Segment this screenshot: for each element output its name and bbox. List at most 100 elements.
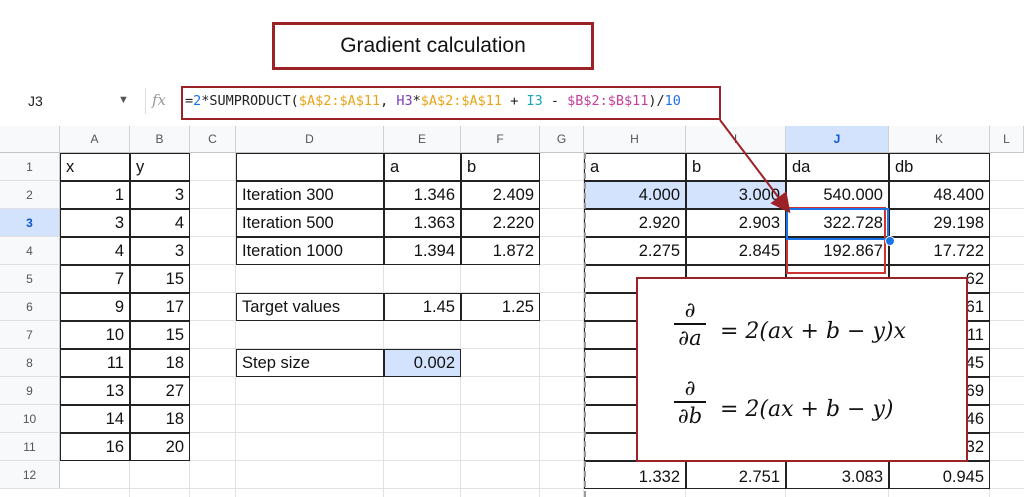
grad-cell-partial[interactable]: 45 bbox=[965, 353, 984, 372]
row-header-8[interactable]: 8 bbox=[0, 349, 60, 377]
x-value[interactable]: 7 bbox=[60, 265, 130, 293]
column-header-h[interactable]: H bbox=[584, 126, 686, 153]
row-header-5[interactable]: 5 bbox=[0, 265, 60, 293]
iteration-label[interactable]: Iteration 1000 bbox=[236, 237, 384, 265]
row-header-4[interactable]: 4 bbox=[0, 237, 60, 265]
formula-bar[interactable]: =2*SUMPRODUCT($A$2:$A$11, H3*$A$2:$A$11 … bbox=[181, 86, 721, 120]
x-value[interactable]: 4 bbox=[60, 237, 130, 265]
x-value[interactable]: 11 bbox=[60, 349, 130, 377]
grad-cell-partial[interactable]: 46 bbox=[965, 409, 984, 428]
grid-line bbox=[60, 208, 1024, 209]
step-size-value[interactable]: 0.002 bbox=[384, 349, 461, 377]
y-value[interactable]: 18 bbox=[130, 349, 190, 377]
target-label[interactable]: Target values bbox=[236, 293, 384, 321]
active-cell-selection[interactable] bbox=[786, 208, 889, 240]
row-header-11[interactable]: 11 bbox=[0, 433, 60, 461]
y-value[interactable]: 20 bbox=[130, 433, 190, 461]
iteration-b[interactable]: 1.872 bbox=[461, 237, 540, 265]
row-header-1[interactable]: 1 bbox=[0, 153, 60, 181]
title-text: Gradient calculation bbox=[340, 34, 526, 57]
grad-cell[interactable]: 2.903 bbox=[686, 209, 786, 237]
name-box[interactable]: J3 ▼ bbox=[28, 90, 138, 112]
y-value[interactable]: 27 bbox=[130, 377, 190, 405]
grid-line bbox=[60, 292, 1024, 293]
row-header-3[interactable]: 3 bbox=[0, 209, 60, 237]
x-value[interactable]: 10 bbox=[60, 321, 130, 349]
grad-cell[interactable]: 48.400 bbox=[889, 181, 990, 209]
y-value[interactable]: 15 bbox=[130, 265, 190, 293]
grad-cell-partial[interactable]: 61 bbox=[965, 297, 984, 316]
grad-cell[interactable]: 29.198 bbox=[889, 209, 990, 237]
chevron-down-icon[interactable]: ▼ bbox=[118, 94, 129, 106]
target-a[interactable]: 1.45 bbox=[384, 293, 461, 321]
grid-line bbox=[60, 404, 1024, 405]
grid-line bbox=[583, 153, 584, 497]
iterations-header-b[interactable]: b bbox=[461, 153, 540, 181]
grid-line bbox=[383, 153, 384, 497]
partial-a-denominator: ∂a bbox=[678, 325, 702, 350]
column-header-c[interactable]: C bbox=[190, 126, 236, 153]
grad-cell-partial[interactable]: 32 bbox=[965, 437, 984, 456]
column-header-l[interactable]: L bbox=[990, 126, 1024, 153]
row-header-10[interactable]: 10 bbox=[0, 405, 60, 433]
step-size-label[interactable]: Step size bbox=[236, 349, 384, 377]
title-box: Gradient calculation bbox=[272, 22, 594, 70]
row-header-12[interactable]: 12 bbox=[0, 461, 60, 489]
iteration-b[interactable]: 2.409 bbox=[461, 181, 540, 209]
y-value[interactable]: 18 bbox=[130, 405, 190, 433]
x-value[interactable]: 9 bbox=[60, 293, 130, 321]
iterations-corner[interactable] bbox=[236, 153, 384, 181]
formula-token: - bbox=[542, 93, 568, 109]
x-value[interactable]: 3 bbox=[60, 209, 130, 237]
column-header-b[interactable]: B bbox=[130, 126, 190, 153]
grad-header-db[interactable]: db bbox=[889, 153, 990, 181]
grad-cell-partial[interactable]: 11 bbox=[966, 325, 984, 344]
formula-token: $A$2:$A$11 bbox=[420, 93, 503, 109]
row-header-7[interactable]: 7 bbox=[0, 321, 60, 349]
column-header-f[interactable]: F bbox=[461, 126, 540, 153]
grad-header-da[interactable]: da bbox=[786, 153, 889, 181]
formula-token: 2 bbox=[193, 93, 202, 109]
y-value[interactable]: 4 bbox=[130, 209, 190, 237]
iteration-label[interactable]: Iteration 500 bbox=[236, 209, 384, 237]
y-value[interactable]: 17 bbox=[130, 293, 190, 321]
grad-cell-partial[interactable]: 69 bbox=[965, 381, 984, 400]
select-all-corner[interactable] bbox=[0, 126, 60, 153]
x-value[interactable]: 14 bbox=[60, 405, 130, 433]
column-header-d[interactable]: D bbox=[236, 126, 384, 153]
iteration-b[interactable]: 2.220 bbox=[461, 209, 540, 237]
header-x[interactable]: x bbox=[60, 153, 130, 181]
grid-line bbox=[60, 236, 1024, 237]
x-value[interactable]: 1 bbox=[60, 181, 130, 209]
column-header-g[interactable]: G bbox=[540, 126, 584, 153]
x-value[interactable]: 16 bbox=[60, 433, 130, 461]
iteration-a[interactable]: 1.363 bbox=[384, 209, 461, 237]
iteration-label[interactable]: Iteration 300 bbox=[236, 181, 384, 209]
column-header-e[interactable]: E bbox=[384, 126, 461, 153]
iteration-a[interactable]: 1.346 bbox=[384, 181, 461, 209]
target-b[interactable]: 1.25 bbox=[461, 293, 540, 321]
y-value[interactable]: 3 bbox=[130, 237, 190, 265]
grid-line bbox=[539, 153, 540, 497]
y-value[interactable]: 15 bbox=[130, 321, 190, 349]
x-value[interactable]: 13 bbox=[60, 377, 130, 405]
grad-header-b[interactable]: b bbox=[686, 153, 786, 181]
column-header-a[interactable]: A bbox=[60, 126, 130, 153]
grad-cell[interactable]: 17.722 bbox=[889, 237, 990, 265]
row-header-9[interactable]: 9 bbox=[0, 377, 60, 405]
column-header-k[interactable]: K bbox=[889, 126, 990, 153]
iterations-header-a[interactable]: a bbox=[384, 153, 461, 181]
y-value[interactable]: 3 bbox=[130, 181, 190, 209]
row-header-2[interactable]: 2 bbox=[0, 181, 60, 209]
column-header-j[interactable]: J bbox=[786, 126, 889, 153]
grid-line bbox=[60, 376, 1024, 377]
grad-cell-partial[interactable]: 62 bbox=[965, 269, 984, 288]
row-header-6[interactable]: 6 bbox=[0, 293, 60, 321]
column-header-i[interactable]: I bbox=[686, 126, 786, 153]
iteration-a[interactable]: 1.394 bbox=[384, 237, 461, 265]
grid-line bbox=[60, 460, 1024, 461]
fill-handle[interactable] bbox=[885, 236, 895, 246]
header-y[interactable]: y bbox=[130, 153, 190, 181]
grad-cell[interactable]: 2.845 bbox=[686, 237, 786, 265]
